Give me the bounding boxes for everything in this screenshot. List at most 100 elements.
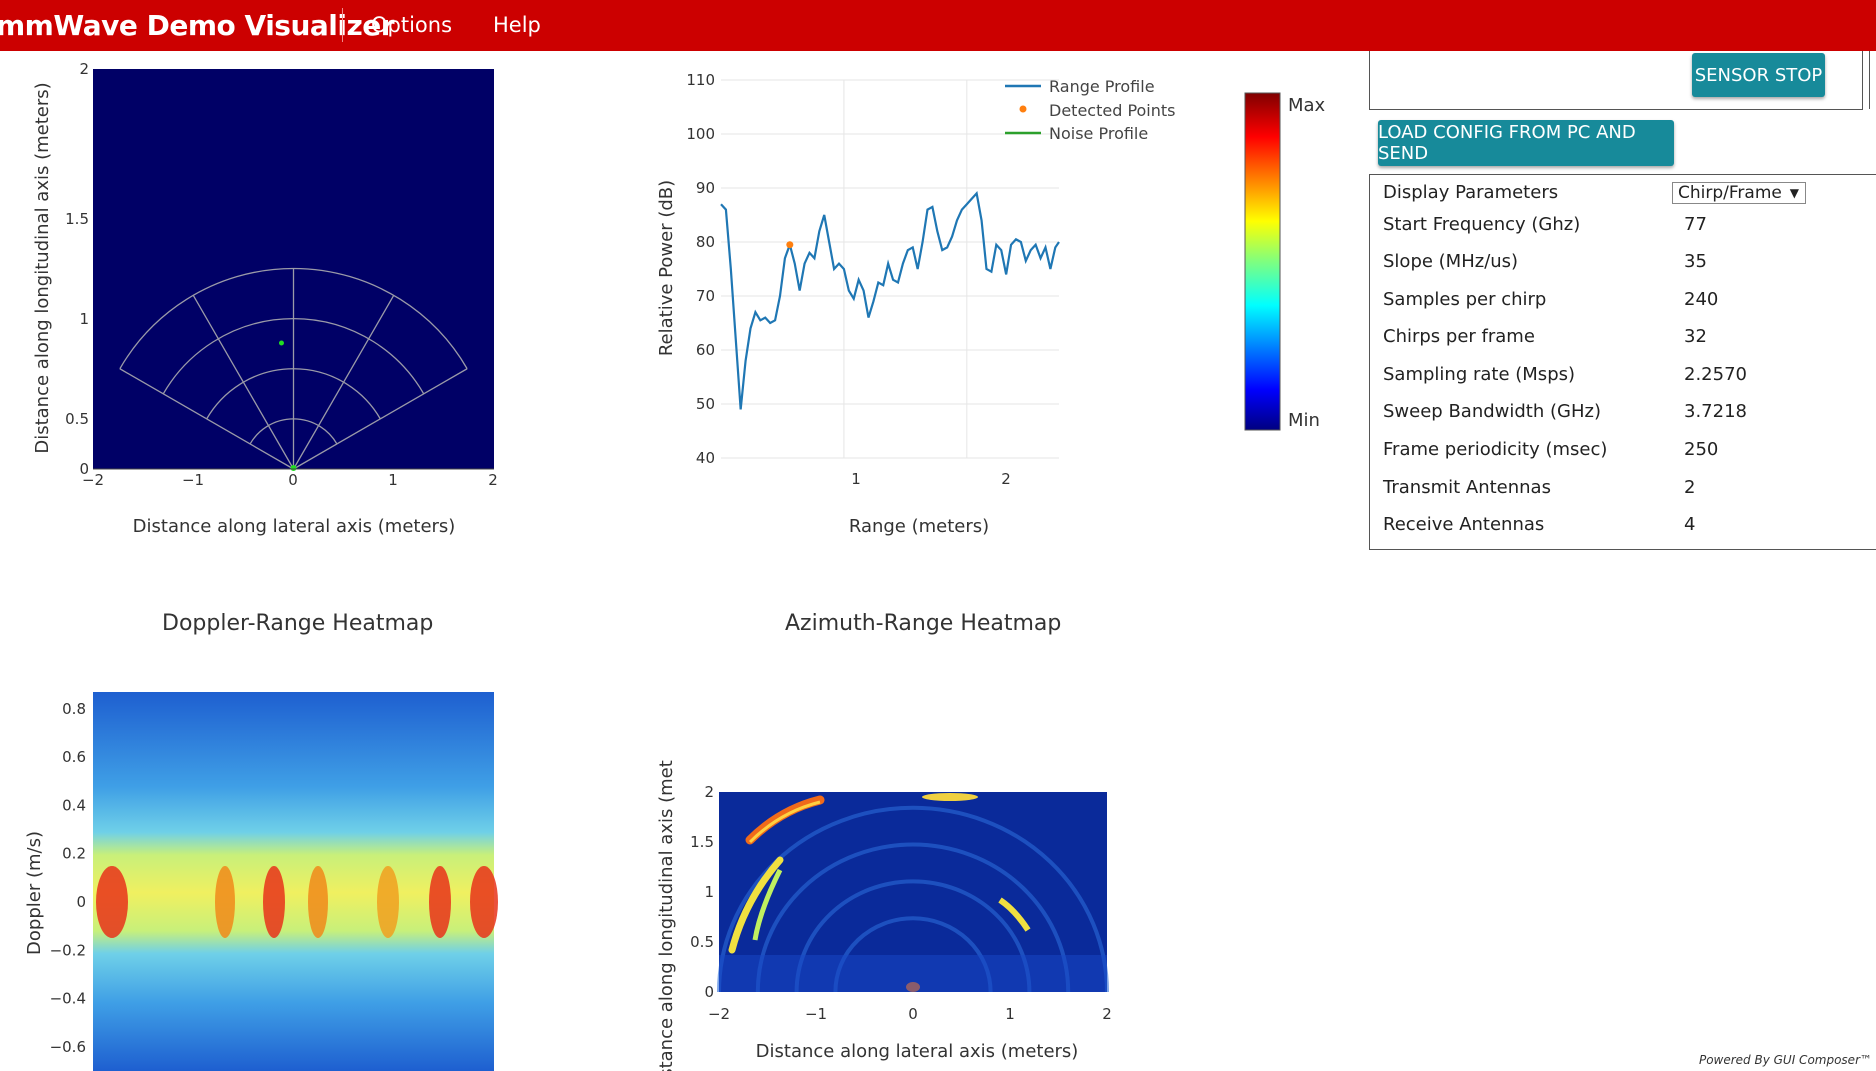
scatter-xtick: −1 [182,471,204,489]
azimuth-ring [755,842,1071,993]
param-value: 2 [1684,477,1696,498]
doppler-range-heatmap: −0.6 −0.4 −0.2 0 0.2 0.4 0.6 0.8 Doppler (m/s) [24,692,498,1071]
azimuth-hot-streak [922,793,978,801]
param-value: 3.7218 [1684,401,1747,422]
param-label: Sweep Bandwidth (GHz) [1383,401,1601,422]
azimuth-ytick: 1 [704,883,714,901]
param-label: Transmit Antennas [1383,477,1551,498]
scatter-angle-line [119,368,294,470]
scatter-ytick: 1 [79,310,89,328]
param-label: Samples per chirp [1383,289,1547,310]
azimuth-hot-streak [752,868,783,941]
doppler-yticks: −0.6 −0.4 −0.2 0 0.2 0.4 0.6 0.8 [50,700,86,1056]
azimuth-xtick: 2 [1102,1005,1112,1023]
doppler-hotspot [429,866,451,939]
colorbar-gradient [1244,92,1281,431]
menu-options[interactable]: Options [371,13,453,37]
display-parameters-label: Display Parameters [1383,182,1559,203]
azimuth-xtick: 1 [1005,1005,1015,1023]
azimuth-range-heatmap: −2 −1 0 1 2 0 0.5 1 1.5 2 Distance along… [656,760,1112,1071]
app-title: mmWave Demo Visualizer [0,9,395,42]
doppler-plot-area [93,692,494,1071]
doppler-hotspot [308,866,328,939]
doppler-hotspot [263,866,285,939]
doppler-hotspot [215,866,235,939]
doppler-ytick: 0.6 [62,748,86,766]
load-config-button[interactable]: LOAD CONFIG FROM PC AND SEND [1378,120,1674,166]
range-yticks: 40 50 60 70 80 90 100 110 [686,71,715,467]
range-ytick: 40 [696,449,715,467]
chevron-down-icon: ▼ [1789,186,1799,200]
range-ytick: 100 [686,125,715,143]
scatter-xtick: −2 [82,471,104,489]
menu-help[interactable]: Help [493,13,541,37]
range-xtick: 2 [1001,470,1011,488]
doppler-ytick: 0 [76,893,86,911]
azimuth-xlabel: Distance along lateral axis (meters) [756,1041,1079,1062]
azimuth-ytick: 0 [704,983,714,1001]
scatter-ytick: 1.5 [65,210,89,228]
range-xtick: 1 [851,470,861,488]
param-label: Frame periodicity (msec) [1383,439,1608,460]
header-divider [342,8,343,42]
range-ytick: 90 [696,179,715,197]
range-profile-chart: 40 50 60 70 80 90 100 110 1 2 Range Profile Det… [656,71,1176,537]
range-profile-line [720,191,1060,410]
param-value: 4 [1684,514,1696,535]
azimuth-ring [794,879,1032,993]
scatter-angle-line [293,368,468,470]
doppler-ytick: 0.8 [62,700,86,718]
azimuth-hot-streak [998,897,1031,932]
azimuth-near-band [719,955,1107,992]
azimuth-ylabel: Distance along longitudinal axis (meters… [656,760,677,1071]
detected-points [786,241,794,249]
app-header: mmWave Demo Visualizer Options Help [0,0,1876,51]
doppler-hotspot [377,866,399,939]
range-ylabel: Relative Power (dB) [656,180,677,356]
doppler-ytick: −0.2 [50,941,86,959]
control-box [1369,51,1863,110]
doppler-ytick: 0.4 [62,796,86,814]
scatter-angle-line [192,295,295,470]
param-label: Receive Antennas [1383,514,1545,535]
doppler-ytick: −0.4 [50,990,86,1008]
colorbar: Max Min [1244,92,1326,431]
legend-noise-profile: Noise Profile [1049,124,1148,143]
range-ytick: 50 [696,395,715,413]
param-label: Chirps per frame [1383,326,1535,347]
azimuth-hot-streak [728,856,784,954]
doppler-ylabel: Doppler (m/s) [24,831,45,955]
display-parameters-select[interactable]: Chirp/Frame ▼ [1672,182,1806,204]
param-label: Start Frequency (Ghz) [1383,214,1581,235]
azimuth-heatmap-title: Azimuth-Range Heatmap [785,611,1062,636]
azimuth-ytick: 0.5 [690,933,714,951]
azimuth-xtick: −1 [805,1005,827,1023]
scatter-grid [119,267,468,470]
scatter-ytick: 0.5 [65,410,89,428]
doppler-ytick: 0.2 [62,845,86,863]
sensor-stop-button[interactable]: SENSOR STOP [1692,53,1825,97]
param-value: 35 [1684,251,1707,272]
azimuth-xtick: 0 [908,1005,918,1023]
range-ytick: 60 [696,341,715,359]
azimuth-ytick: 1.5 [690,833,714,851]
param-value: 250 [1684,439,1719,460]
azimuth-hot-streak [748,800,821,844]
detected-point [786,241,794,249]
param-value: 240 [1684,289,1719,310]
azimuth-xtick: −2 [708,1005,730,1023]
scatter-plot: −2 −1 0 1 2 0 0.5 1 1.5 2 Distance along… [32,60,498,537]
colorbar-max-label: Max [1288,95,1326,116]
doppler-hotspots [96,866,498,939]
range-xlabel: Range (meters) [849,516,989,537]
scatter-xtick: 0 [288,471,298,489]
param-label: Sampling rate (Msps) [1383,364,1576,385]
display-parameters-panel: Display Parameters Chirp/Frame ▼ Start F… [1369,174,1876,550]
doppler-ytick: −0.6 [50,1038,86,1056]
param-value: 32 [1684,326,1707,347]
scatter-xtick: 2 [488,471,498,489]
param-value: 2.2570 [1684,364,1747,385]
doppler-hotspot [96,866,128,939]
param-value: 77 [1684,214,1707,235]
powered-by-footer: Powered By GUI Composer™ [1698,1053,1872,1067]
